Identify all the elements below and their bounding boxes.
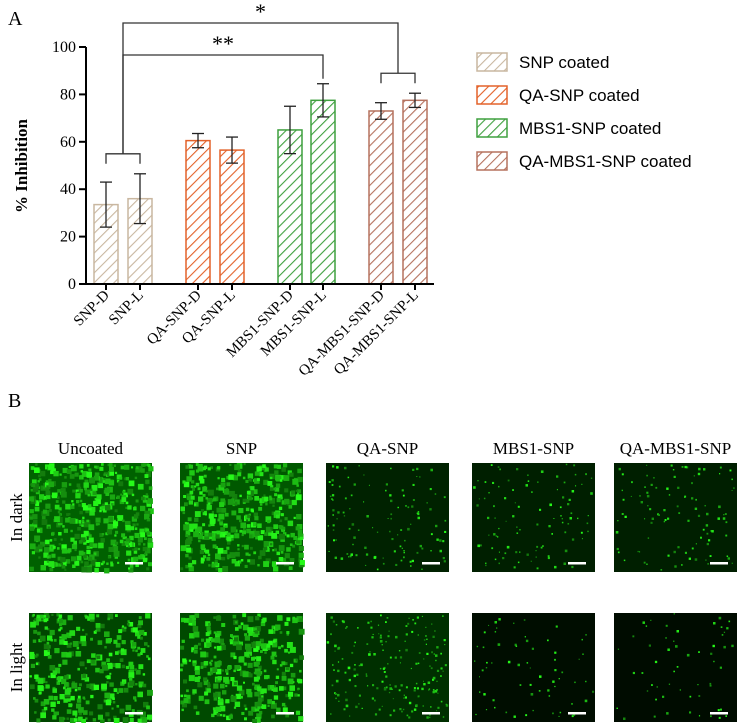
legend-swatch: [476, 52, 508, 72]
column-title: Uncoated: [58, 439, 124, 458]
legend-entry: SNP coated: [476, 52, 609, 72]
bar-MBS1-SNP-L: [310, 99, 336, 285]
legend-swatch: [476, 151, 508, 171]
bar-QA-SNP-L: [219, 149, 245, 285]
scale-bar: [276, 712, 294, 715]
y-tick-label: 100: [52, 39, 76, 56]
y-axis-title: % Inhibition: [12, 118, 31, 213]
y-tick-label: 0: [68, 276, 76, 293]
significance-label: *: [255, 0, 266, 24]
significance-line: [122, 22, 399, 154]
micrograph: [29, 613, 153, 723]
group-bracket: [380, 72, 416, 84]
column-title: QA-SNP: [357, 439, 418, 458]
micrograph: [29, 463, 154, 574]
micrograph-grid: Uncoated SNP QA-SNP MBS1-SNP QA-MBS1-SNP In d…: [7, 439, 737, 723]
scale-bar: [568, 712, 586, 715]
panel-label-b: B: [8, 390, 21, 412]
scale-bar: [422, 562, 440, 565]
error-bars: [100, 83, 421, 228]
significance-brackets: ***: [105, 0, 416, 164]
error-bar-MBS1-SNP-D: [284, 105, 296, 155]
scale-bar: [125, 562, 143, 565]
scale-bar: [125, 712, 143, 715]
legend-entry: MBS1-SNP coated: [476, 118, 661, 138]
y-axis: 0 20 40 60 80 100: [52, 39, 87, 293]
x-axis: SNP-DSNP-LQA-SNP-DQA-SNP-LMBS1-SNP-DMBS1…: [71, 283, 434, 380]
error-bar-QA-MBS1-SNP-L: [409, 92, 421, 109]
bar-chart: % Inhibition 0 20 40 60 80 100 SNP-DSNP-LQA-S…: [12, 0, 434, 380]
x-tick-label: SNP-L: [106, 288, 147, 329]
micrograph: [614, 463, 737, 572]
y-tick-label: 40: [60, 181, 76, 198]
legend-entry: QA-SNP coated: [476, 85, 640, 105]
scale-bar: [568, 562, 586, 565]
error-bar-QA-SNP-L: [226, 136, 238, 164]
significance-label: **: [212, 31, 234, 56]
error-bar-MBS1-SNP-L: [317, 83, 329, 118]
error-bar-SNP-D: [100, 181, 112, 228]
bar-MBS1-SNP-D: [277, 129, 303, 285]
legend-label: QA-MBS1-SNP coated: [519, 152, 692, 171]
micrograph: [472, 463, 595, 572]
row-title: In dark: [7, 493, 26, 542]
column-title: QA-MBS1-SNP: [620, 439, 731, 458]
legend-entry: QA-MBS1-SNP coated: [476, 151, 692, 171]
bar-QA-SNP-D: [185, 139, 211, 285]
y-tick-label: 20: [60, 229, 76, 246]
legend-label: MBS1-SNP coated: [519, 119, 661, 138]
micrograph: [472, 613, 595, 722]
legend-label: SNP coated: [519, 53, 609, 72]
error-bar-QA-SNP-D: [192, 132, 204, 149]
legend: SNP coated QA-SNP coated MBS1-SNP coated QA…: [476, 52, 692, 171]
y-tick-label: 60: [60, 134, 76, 151]
legend-swatch: [476, 85, 508, 105]
group-bracket: [105, 153, 141, 164]
error-bar-QA-MBS1-SNP-D: [375, 102, 387, 120]
y-tick-label: 80: [60, 86, 76, 103]
scale-bar: [276, 562, 294, 565]
micrograph: [180, 613, 305, 723]
legend-label: QA-SNP coated: [519, 86, 640, 105]
x-tick-label: SNP-D: [71, 287, 113, 329]
legend-swatch: [476, 118, 508, 138]
micrograph: [326, 613, 449, 722]
scale-bar: [710, 562, 728, 565]
panel-label-a: A: [8, 8, 23, 30]
column-title: SNP: [226, 439, 257, 458]
row-title: In light: [7, 642, 26, 692]
bar-QA-MBS1-SNP-D: [368, 110, 394, 285]
column-title: MBS1-SNP: [493, 439, 574, 458]
micrograph: [180, 463, 305, 573]
micrograph: [614, 613, 737, 722]
micrograph: [326, 463, 449, 572]
bars: [93, 99, 428, 285]
error-bar-SNP-L: [134, 173, 146, 225]
scale-bar: [710, 712, 728, 715]
scale-bar: [422, 712, 440, 715]
bar-QA-MBS1-SNP-L: [402, 99, 428, 285]
